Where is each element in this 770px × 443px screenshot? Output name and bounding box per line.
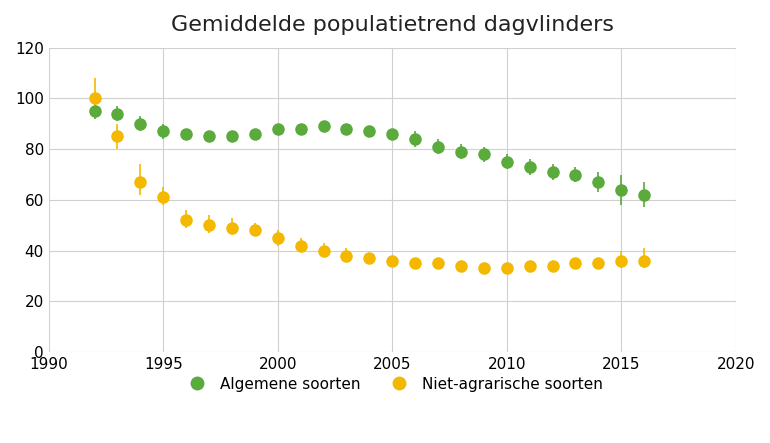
Legend: Algemene soorten, Niet-agrarische soorten: Algemene soorten, Niet-agrarische soorte… bbox=[174, 369, 610, 399]
Title: Gemiddelde populatietrend dagvlinders: Gemiddelde populatietrend dagvlinders bbox=[171, 15, 614, 35]
